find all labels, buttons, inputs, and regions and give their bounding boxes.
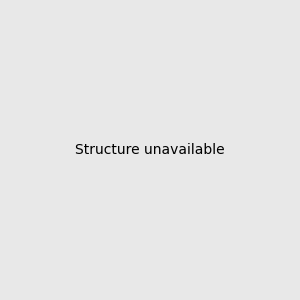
Text: Structure unavailable: Structure unavailable [75, 143, 225, 157]
